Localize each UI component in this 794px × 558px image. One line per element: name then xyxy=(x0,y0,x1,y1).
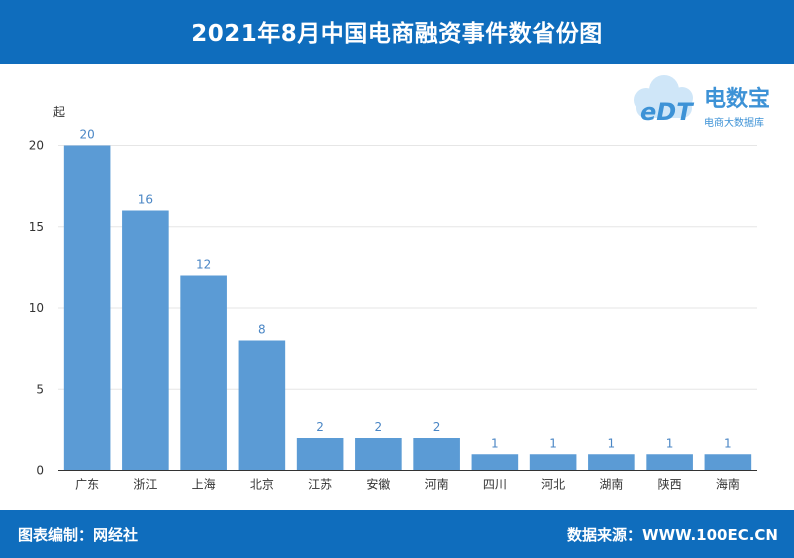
bar xyxy=(180,275,227,471)
x-tick-label: 湖南 xyxy=(599,477,623,492)
value-label: 12 xyxy=(196,258,211,272)
value-label: 1 xyxy=(491,436,499,450)
x-tick-label: 北京 xyxy=(250,478,274,492)
value-label: 1 xyxy=(549,436,557,450)
bar xyxy=(704,454,752,471)
value-label: 20 xyxy=(79,128,94,142)
x-axis-ticks: 广东 浙江 上海 北京 江苏 安徽 河南 四川 河北 湖南 陕西 海南 xyxy=(75,477,740,492)
x-tick-label: 海南 xyxy=(716,477,740,492)
gridlines xyxy=(58,145,757,390)
value-label: 2 xyxy=(433,420,441,434)
footer-banner: 图表编制：网经社 数据来源：WWW.100EC.CN xyxy=(0,510,794,558)
value-label: 1 xyxy=(666,436,674,450)
y-axis-unit-label: 起 xyxy=(53,105,65,119)
chart-author: 图表编制：网经社 xyxy=(18,526,139,544)
chart-title: 2021年8月中国电商融资事件数省份图 xyxy=(191,21,603,47)
y-tick-label: 5 xyxy=(36,382,44,396)
x-tick-label: 陕西 xyxy=(658,477,682,492)
value-label: 1 xyxy=(724,436,732,450)
x-tick-label: 四川 xyxy=(483,478,507,492)
bar xyxy=(529,454,577,471)
bar xyxy=(238,340,286,471)
y-axis-ticks: 0 5 10 15 20 xyxy=(29,139,44,478)
bar xyxy=(471,454,519,471)
y-tick-label: 20 xyxy=(29,139,44,153)
y-tick-label: 15 xyxy=(29,220,44,234)
logo-name: 电数宝 xyxy=(704,86,770,112)
value-label: 8 xyxy=(258,323,266,337)
bar xyxy=(413,438,460,471)
bar xyxy=(296,438,344,471)
value-label: 16 xyxy=(138,193,153,207)
data-source: 数据来源：WWW.100EC.CN xyxy=(567,526,778,544)
x-tick-label: 浙江 xyxy=(133,478,157,492)
value-label: 2 xyxy=(375,420,383,434)
x-tick-label: 江苏 xyxy=(308,478,332,492)
bar xyxy=(355,438,402,471)
y-tick-label: 10 xyxy=(29,301,44,315)
logo-mark: eDT xyxy=(640,98,694,126)
x-tick-label: 河南 xyxy=(425,477,449,492)
bar xyxy=(646,454,693,471)
y-tick-label: 0 xyxy=(36,464,44,478)
bar xyxy=(122,210,169,471)
bar-chart: 0 5 10 15 20 起 20 16 12 8 2 2 2 1 1 1 1 1 广东 浙江 上海 北京 江苏 安徽 河… xyxy=(29,105,757,492)
bars xyxy=(63,145,752,471)
bar xyxy=(588,454,635,471)
cloud-icon xyxy=(634,75,693,118)
x-tick-label: 安徽 xyxy=(366,477,390,492)
value-labels: 20 16 12 8 2 2 2 1 1 1 1 1 xyxy=(79,128,731,451)
x-tick-label: 上海 xyxy=(192,477,216,492)
x-tick-label: 广东 xyxy=(75,478,99,492)
edt-logo: eDT 电数宝 电商大数据库 xyxy=(634,75,770,129)
value-label: 1 xyxy=(608,436,616,450)
value-label: 2 xyxy=(316,420,324,434)
title-banner: 2021年8月中国电商融资事件数省份图 xyxy=(0,0,794,64)
logo-tagline: 电商大数据库 xyxy=(704,116,764,129)
bar xyxy=(63,145,111,471)
x-tick-label: 河北 xyxy=(541,478,565,492)
